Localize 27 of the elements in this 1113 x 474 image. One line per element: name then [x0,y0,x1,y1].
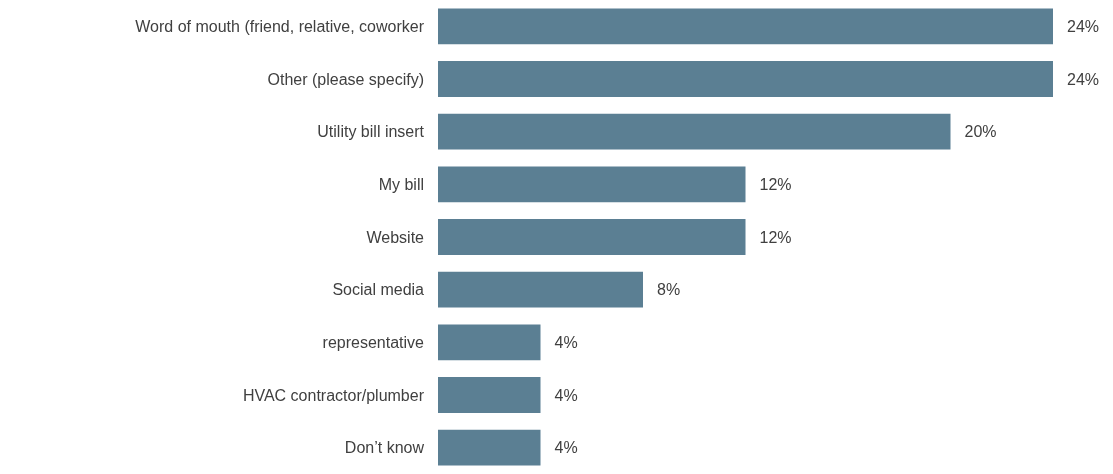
data-label: 4% [554,386,578,404]
data-label: 24% [1067,70,1100,88]
data-label: 20% [964,123,997,141]
y-tick-label: Website [366,228,425,246]
bar [438,166,746,203]
data-label: 12% [759,228,792,246]
y-tick-label: HVAC contractor/plumber [242,386,425,404]
bar [438,429,541,466]
y-tick-label: Utility bill insert [317,123,425,141]
y-tick-label: representative [322,333,425,351]
bar [438,271,643,308]
y-tick-label: Don’t know [344,439,425,457]
data-label: 4% [554,439,578,457]
bar [438,61,1053,97]
bar [438,324,541,361]
data-label: 8% [657,281,681,299]
bar [438,377,541,413]
y-tick-label: Word of mouth (friend, relative, coworker [135,17,425,35]
bar [438,8,1053,45]
y-tick-label: Other (please specify) [267,70,424,88]
bar [438,219,746,255]
bar [438,113,951,150]
data-label: 24% [1067,17,1100,35]
y-tick-label: Social media [332,281,425,299]
data-label: 12% [759,175,792,193]
data-label: 4% [554,333,578,351]
y-tick-label: My bill [378,175,424,193]
